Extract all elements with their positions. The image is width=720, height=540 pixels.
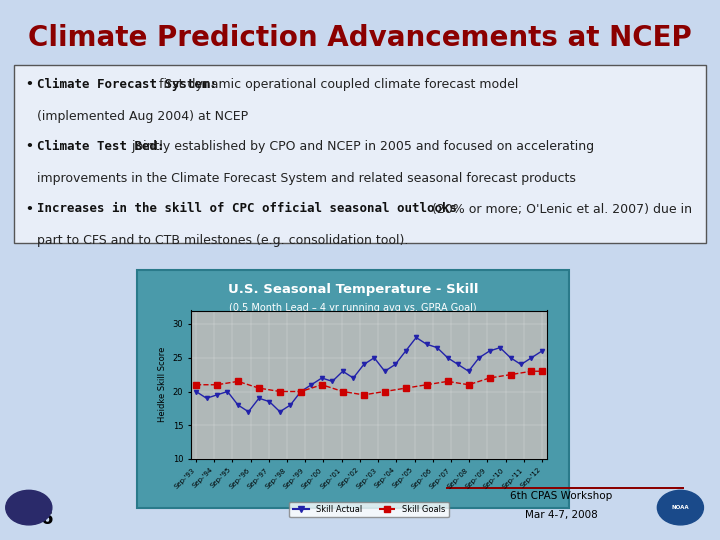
Text: Mar 4-7, 2008: Mar 4-7, 2008 bbox=[525, 510, 598, 521]
Text: (0.5 Month Lead – 4 yr running avg vs. GPRA Goal): (0.5 Month Lead – 4 yr running avg vs. G… bbox=[229, 303, 477, 314]
Text: part to CFS and to CTB milestones (e.g. consolidation tool).: part to CFS and to CTB milestones (e.g. … bbox=[37, 234, 409, 247]
Circle shape bbox=[6, 490, 52, 525]
Text: Climate Forecast System:: Climate Forecast System: bbox=[37, 78, 217, 91]
Text: •: • bbox=[25, 140, 33, 153]
Text: NOAA: NOAA bbox=[672, 505, 689, 510]
Text: (20% or more; O'Lenic et al. 2007) due in: (20% or more; O'Lenic et al. 2007) due i… bbox=[428, 202, 693, 215]
Text: jointly established by CPO and NCEP in 2005 and focused on accelerating: jointly established by CPO and NCEP in 2… bbox=[128, 140, 594, 153]
FancyBboxPatch shape bbox=[14, 65, 706, 243]
Text: •: • bbox=[25, 202, 33, 215]
Text: first dynamic operational coupled climate forecast model: first dynamic operational coupled climat… bbox=[155, 78, 518, 91]
FancyBboxPatch shape bbox=[137, 270, 569, 508]
Circle shape bbox=[657, 490, 703, 525]
Text: Increases in the skill of CPC official seasonal outlooks: Increases in the skill of CPC official s… bbox=[37, 202, 457, 215]
Text: Climate Prediction Advancements at NCEP: Climate Prediction Advancements at NCEP bbox=[28, 24, 692, 52]
Text: U.S. Seasonal Temperature - Skill: U.S. Seasonal Temperature - Skill bbox=[228, 284, 478, 296]
Text: Climate Test Bed:: Climate Test Bed: bbox=[37, 140, 165, 153]
Legend: Skill Actual, Skill Goals: Skill Actual, Skill Goals bbox=[289, 502, 449, 517]
Y-axis label: Heidke Skill Score: Heidke Skill Score bbox=[158, 347, 167, 422]
Text: •: • bbox=[25, 78, 33, 91]
Bar bbox=[446, 487, 684, 489]
Text: (implemented Aug 2004) at NCEP: (implemented Aug 2004) at NCEP bbox=[37, 110, 248, 123]
Text: 6th CPAS Workshop: 6th CPAS Workshop bbox=[510, 491, 613, 502]
Text: improvements in the Climate Forecast System and related seasonal forecast produc: improvements in the Climate Forecast Sys… bbox=[37, 172, 576, 185]
Text: 6: 6 bbox=[40, 510, 53, 529]
